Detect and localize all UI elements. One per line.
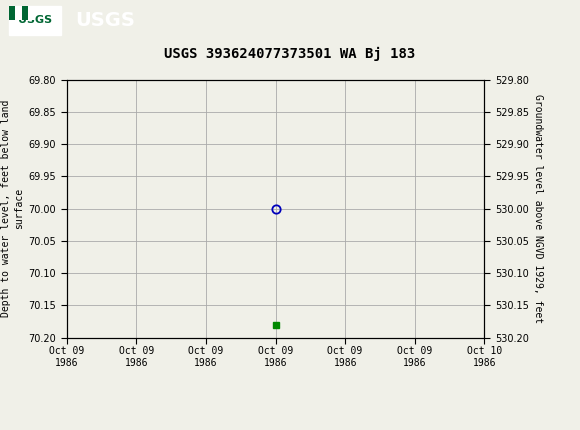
FancyBboxPatch shape [22,6,28,20]
FancyBboxPatch shape [9,6,15,20]
Y-axis label: Depth to water level, feet below land
surface: Depth to water level, feet below land su… [1,100,24,317]
Text: USGS: USGS [75,11,135,30]
FancyBboxPatch shape [28,6,35,20]
FancyBboxPatch shape [9,6,61,35]
Text: USGS 393624077373501 WA Bj 183: USGS 393624077373501 WA Bj 183 [164,47,416,61]
Y-axis label: Groundwater level above NGVD 1929, feet: Groundwater level above NGVD 1929, feet [533,94,543,323]
FancyBboxPatch shape [15,6,22,20]
Text: USGS: USGS [18,15,52,25]
